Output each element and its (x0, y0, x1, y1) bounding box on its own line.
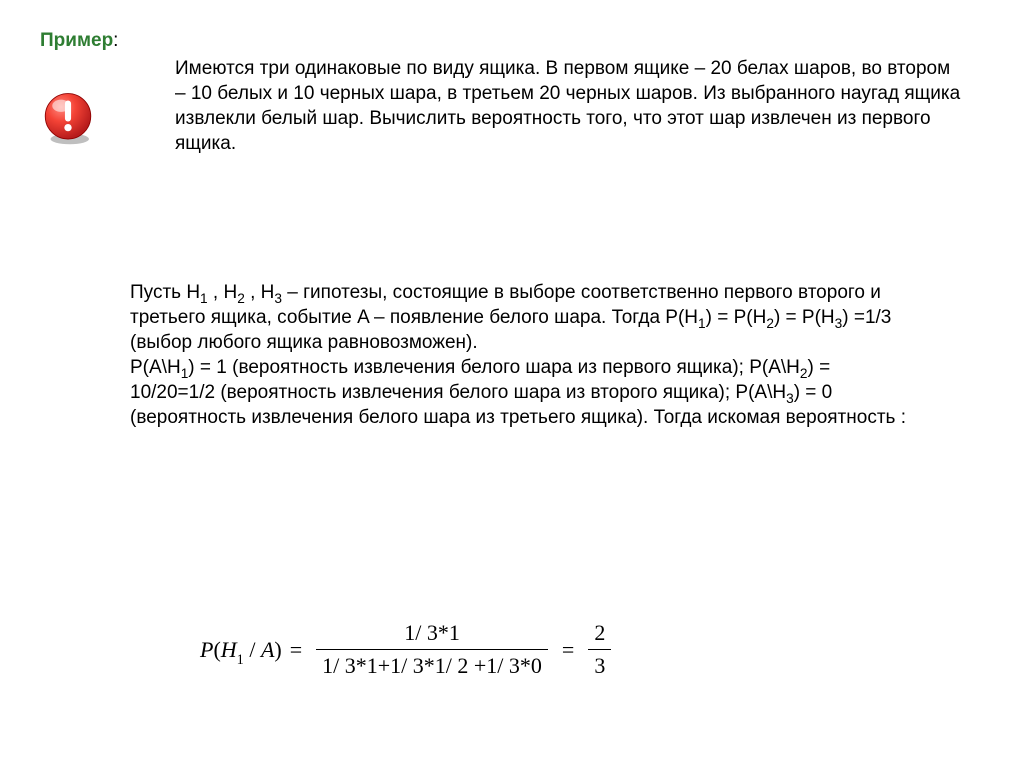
problem-body: Имеются три одинаковые по виду ящика. В … (175, 58, 960, 154)
paren-open: ( (213, 637, 220, 662)
sub-2: 2 (766, 316, 774, 331)
sol-frag: ) = P(H (774, 307, 835, 328)
sol-frag: , H (208, 282, 238, 303)
result-denominator: 3 (588, 653, 611, 679)
formula-lhs: P(H1 / A) (200, 637, 282, 663)
fraction-main: 1/ 3*1 1/ 3*1+1/ 3*1/ 2 +1/ 3*0 (316, 620, 548, 679)
sol-frag: Пусть H (130, 282, 200, 303)
fraction-numerator: 1/ 3*1 (398, 620, 466, 646)
sub-3: 3 (786, 391, 794, 406)
solution-text: Пусть H1 , H2 , H3 – гипотезы, состоящие… (130, 280, 910, 430)
equals-sign: = (562, 637, 574, 663)
sol-frag: ) = P(H (706, 307, 767, 328)
fraction-bar (316, 649, 548, 650)
sub-1: 1 (200, 291, 208, 306)
sym-mid: / (244, 637, 261, 662)
sym-H: H (221, 637, 237, 662)
sub-1: 1 (698, 316, 706, 331)
sym-P: P (200, 637, 213, 662)
sub-3: 3 (274, 291, 282, 306)
sol-frag: ) = 1 (вероятность извлечения белого шар… (188, 357, 800, 378)
sub-2: 2 (800, 366, 808, 381)
fraction-bar (588, 649, 611, 650)
sub-2: 2 (237, 291, 245, 306)
fraction-result: 2 3 (588, 620, 611, 679)
example-word: Пример (40, 30, 113, 51)
sub-1: 1 (237, 652, 244, 668)
example-title: Пример: (40, 30, 118, 52)
sol-frag: P(A\H (130, 357, 181, 378)
problem-text: Имеются три одинаковые по виду ящика. В … (175, 56, 965, 156)
sol-frag: , H (245, 282, 275, 303)
example-colon: : (113, 30, 118, 51)
slide: Пример: Имеются три одинаковые по виду я… (0, 0, 1024, 768)
sym-A: A (261, 637, 274, 662)
result-numerator: 2 (588, 620, 611, 646)
equals-sign: = (290, 637, 302, 663)
fraction-denominator: 1/ 3*1+1/ 3*1/ 2 +1/ 3*0 (316, 653, 548, 679)
alert-icon (40, 90, 96, 146)
paren-close: ) (274, 637, 281, 662)
result-formula: P(H1 / A) = 1/ 3*1 1/ 3*1+1/ 3*1/ 2 +1/ … (200, 620, 617, 679)
